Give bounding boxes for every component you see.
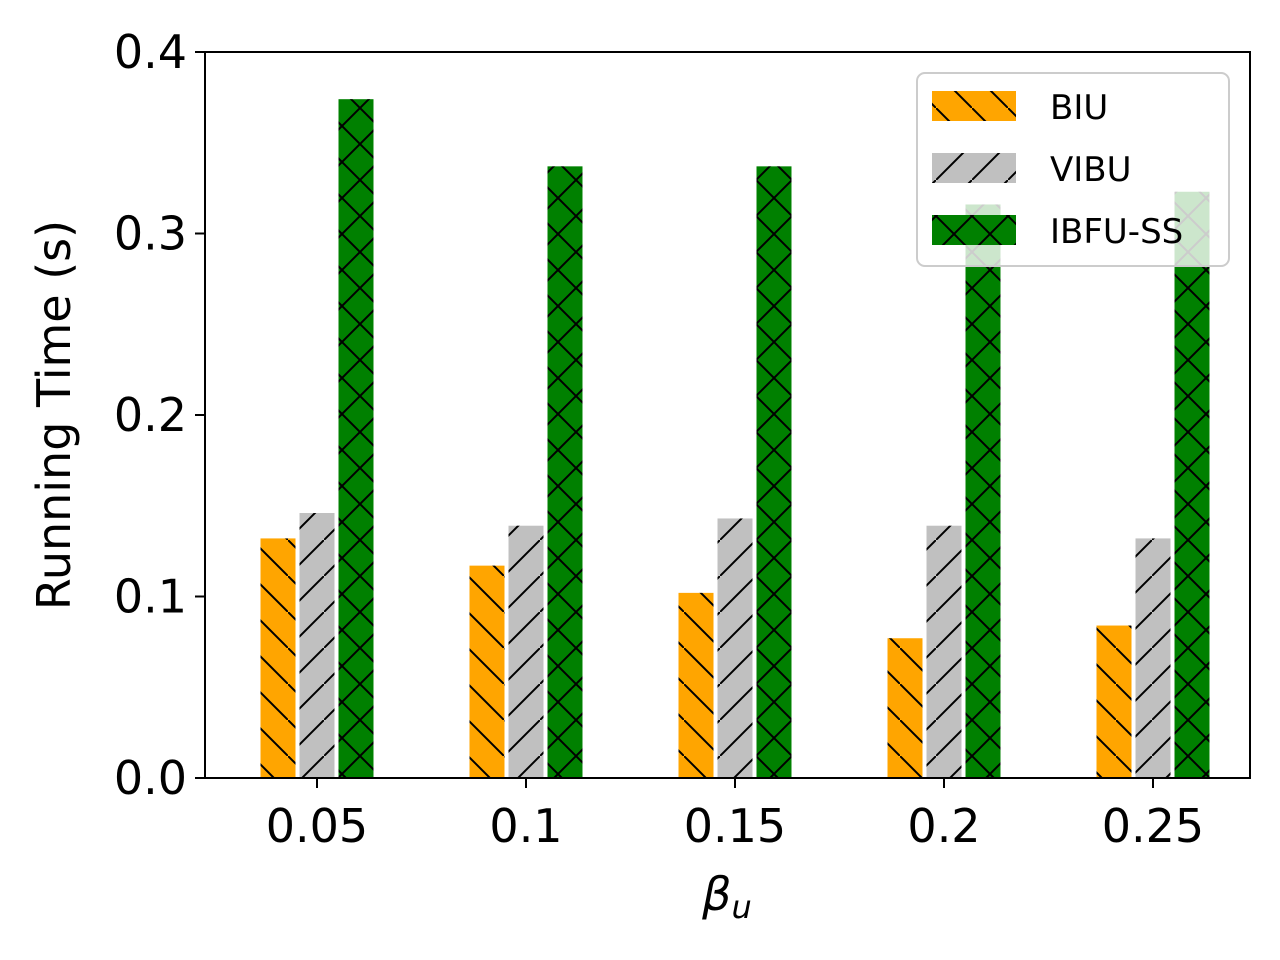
bar-vibu-0.2 xyxy=(926,525,962,778)
bar-vibu-0.25 xyxy=(1135,538,1171,778)
bar-vibu-0.15 xyxy=(717,518,753,778)
legend-label: VIBU xyxy=(1050,150,1132,190)
x-tick-label: 0.2 xyxy=(907,799,980,853)
bar-hatch xyxy=(926,525,962,778)
legend-swatch-hatch xyxy=(932,153,1016,183)
bar-hatch xyxy=(1135,538,1171,778)
bar-hatch xyxy=(508,525,544,778)
y-tick-label: 0.2 xyxy=(114,388,187,442)
bar-hatch xyxy=(1096,625,1132,778)
bar-ibfu-ss-0.15 xyxy=(756,166,792,779)
bar-hatch xyxy=(717,518,753,778)
bar-hatch xyxy=(260,538,296,778)
legend: BIU VIBU IBFU-SS xyxy=(916,72,1230,267)
legend-item-ibfu-ss: IBFU-SS xyxy=(932,212,1183,252)
legend-item-vibu: VIBU xyxy=(932,150,1132,190)
x-axis: 0.05 0.1 0.15 0.2 0.25 xyxy=(266,778,1204,853)
bar-biu-0.15 xyxy=(678,592,714,778)
x-tick-label: 0.05 xyxy=(266,799,368,853)
bars-group xyxy=(260,99,1210,779)
bar-hatch xyxy=(678,592,714,778)
legend-swatch-hatch xyxy=(932,91,1016,121)
bar-hatch xyxy=(965,204,1001,778)
bar-ibfu-ss-0.05 xyxy=(338,99,374,778)
bar-vibu-0.1 xyxy=(508,525,544,778)
bar-hatch xyxy=(887,638,923,778)
x-tick-label: 0.1 xyxy=(489,799,562,853)
bar-biu-0.25 xyxy=(1096,625,1132,778)
bar-hatch xyxy=(338,99,374,778)
x-tick-label: 0.15 xyxy=(684,799,786,853)
bar-ibfu-ss-0.1 xyxy=(547,166,583,779)
y-tick-label: 0.0 xyxy=(114,751,187,805)
x-axis-title-subscript: u xyxy=(732,888,752,926)
bar-hatch xyxy=(299,513,335,778)
legend-label: BIU xyxy=(1050,88,1108,128)
y-axis-title: Running Time (s) xyxy=(27,220,81,610)
legend-label: IBFU-SS xyxy=(1050,212,1183,252)
y-tick-label: 0.3 xyxy=(114,207,187,261)
x-tick-label: 0.25 xyxy=(1102,799,1204,853)
x-axis-title-base: β xyxy=(701,867,731,921)
bar-biu-0.1 xyxy=(469,565,505,778)
bar-biu-0.05 xyxy=(260,538,296,778)
y-tick-label: 0.1 xyxy=(114,570,187,624)
bar-hatch xyxy=(547,166,583,779)
y-axis: 0.0 0.1 0.2 0.3 0.4 xyxy=(114,25,205,805)
x-axis-title: βu xyxy=(701,867,752,926)
bar-vibu-0.05 xyxy=(299,513,335,778)
y-tick-label: 0.4 xyxy=(114,25,187,79)
bar-hatch xyxy=(469,565,505,778)
legend-swatch-hatch xyxy=(932,215,1016,245)
bar-biu-0.2 xyxy=(887,638,923,778)
bar-ibfu-ss-0.25 xyxy=(1174,191,1210,778)
legend-item-biu: BIU xyxy=(932,88,1108,128)
bar-hatch xyxy=(1174,191,1210,778)
bar-hatch xyxy=(756,166,792,779)
bar-ibfu-ss-0.2 xyxy=(965,204,1001,778)
